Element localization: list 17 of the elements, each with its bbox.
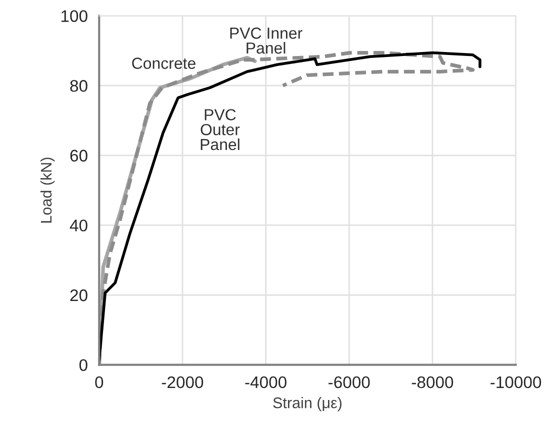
series-label: Concrete (132, 58, 196, 69)
y-tick-label: 0 (79, 359, 88, 372)
x-tick-label: -8000 (412, 376, 454, 388)
x-axis-title: Strain (με) (273, 397, 342, 412)
y-axis-title: Load (kN) (40, 158, 55, 223)
series-label: PVC Inner Panel (230, 28, 302, 54)
x-tick-label: -6000 (328, 376, 370, 388)
x-tick-label: -2000 (162, 376, 204, 388)
x-tick-label: -10000 (490, 376, 542, 388)
x-tick-label: -4000 (245, 376, 286, 388)
y-tick-label: 60 (70, 150, 88, 162)
x-tick-label: 0 (95, 376, 104, 388)
series-label: PVC Outer Panel (200, 109, 240, 150)
y-tick-label: 20 (70, 289, 88, 302)
y-tick-label: 80 (70, 80, 88, 92)
y-tick-label: 100 (62, 10, 88, 22)
y-tick-label: 40 (70, 220, 88, 232)
